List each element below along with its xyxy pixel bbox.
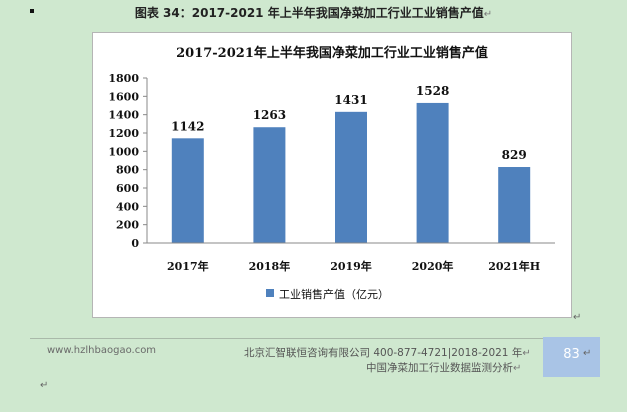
x-tick-label: 2018年 <box>249 259 291 273</box>
paragraph-mark: ↵ <box>573 312 582 323</box>
legend-swatch <box>266 289 274 297</box>
y-tick-label: 1000 <box>108 145 139 158</box>
footer-company: 北京汇智联恒咨询有限公司 400-877-4721|2018-2021 年↵ <box>244 345 531 360</box>
paragraph-mark: ↵ <box>483 9 493 20</box>
y-tick-label: 1600 <box>108 90 139 103</box>
bars: 1142 1263 1431 1528 829 <box>171 84 531 243</box>
caption-text: 图表 34：2017-2021 年上半年我国净菜加工行业工业销售产值 <box>134 6 484 20</box>
bullet-mark <box>30 9 34 13</box>
bar <box>498 167 531 243</box>
bar <box>171 138 204 243</box>
paragraph-mark: ↵ <box>513 363 522 374</box>
x-tick-label: 2021年H <box>488 259 540 273</box>
page-number-text: 83 <box>563 347 580 362</box>
footer-website: www.hzlhbaogao.com <box>47 345 157 356</box>
data-label: 1142 <box>171 119 204 133</box>
chart-frame: 2017-2021年上半年我国净菜加工行业工业销售产值 0 200 400 600 80… <box>92 32 572 318</box>
y-tick-label: 400 <box>116 200 139 213</box>
paragraph-mark: ↵ <box>40 380 49 391</box>
x-tick-label: 2019年 <box>330 259 372 273</box>
bar <box>416 102 449 243</box>
footer-divider <box>30 338 590 339</box>
y-tick-label: 0 <box>131 237 139 250</box>
paragraph-mark: ↵ <box>583 348 592 359</box>
y-tick-label: 800 <box>116 164 139 177</box>
figure-caption: 图表 34：2017-2021 年上半年我国净菜加工行业工业销售产值↵ <box>0 4 627 21</box>
y-axis: 0 200 400 600 800 1000 1200 1400 1600 1800 <box>108 72 148 250</box>
legend: 工业销售产值（亿元） <box>266 287 389 301</box>
y-tick-label: 1800 <box>108 72 139 85</box>
footer-subtitle-text: 中国净菜加工行业数据监测分析 <box>366 362 513 374</box>
page-number: 83 <box>543 337 600 377</box>
x-tick-label: 2020年 <box>412 259 454 273</box>
x-tick-label: 2017年 <box>167 259 209 273</box>
data-label: 1528 <box>416 84 449 98</box>
data-label: 1263 <box>253 108 286 122</box>
data-label: 1431 <box>334 93 367 107</box>
paragraph-mark: ↵ <box>522 348 531 359</box>
chart-title: 2017-2021年上半年我国净菜加工行业工业销售产值 <box>176 45 488 61</box>
footer-subtitle: 中国净菜加工行业数据监测分析↵ <box>366 360 521 375</box>
y-tick-label: 1200 <box>108 127 139 140</box>
y-tick-label: 200 <box>116 219 139 232</box>
y-tick-label: 600 <box>116 182 139 195</box>
bar <box>335 111 367 243</box>
footer-company-text: 北京汇智联恒咨询有限公司 400-877-4721|2018-2021 年 <box>244 347 523 359</box>
data-label: 829 <box>502 148 527 162</box>
bar-chart: 2017-2021年上半年我国净菜加工行业工业销售产值 0 200 400 600 80… <box>108 45 555 301</box>
y-tick-label: 1400 <box>108 109 139 122</box>
bar <box>253 127 286 243</box>
legend-label: 工业销售产值（亿元） <box>279 287 389 301</box>
x-axis: 2017年 2018年 2019年 2020年 2021年H <box>147 242 555 273</box>
